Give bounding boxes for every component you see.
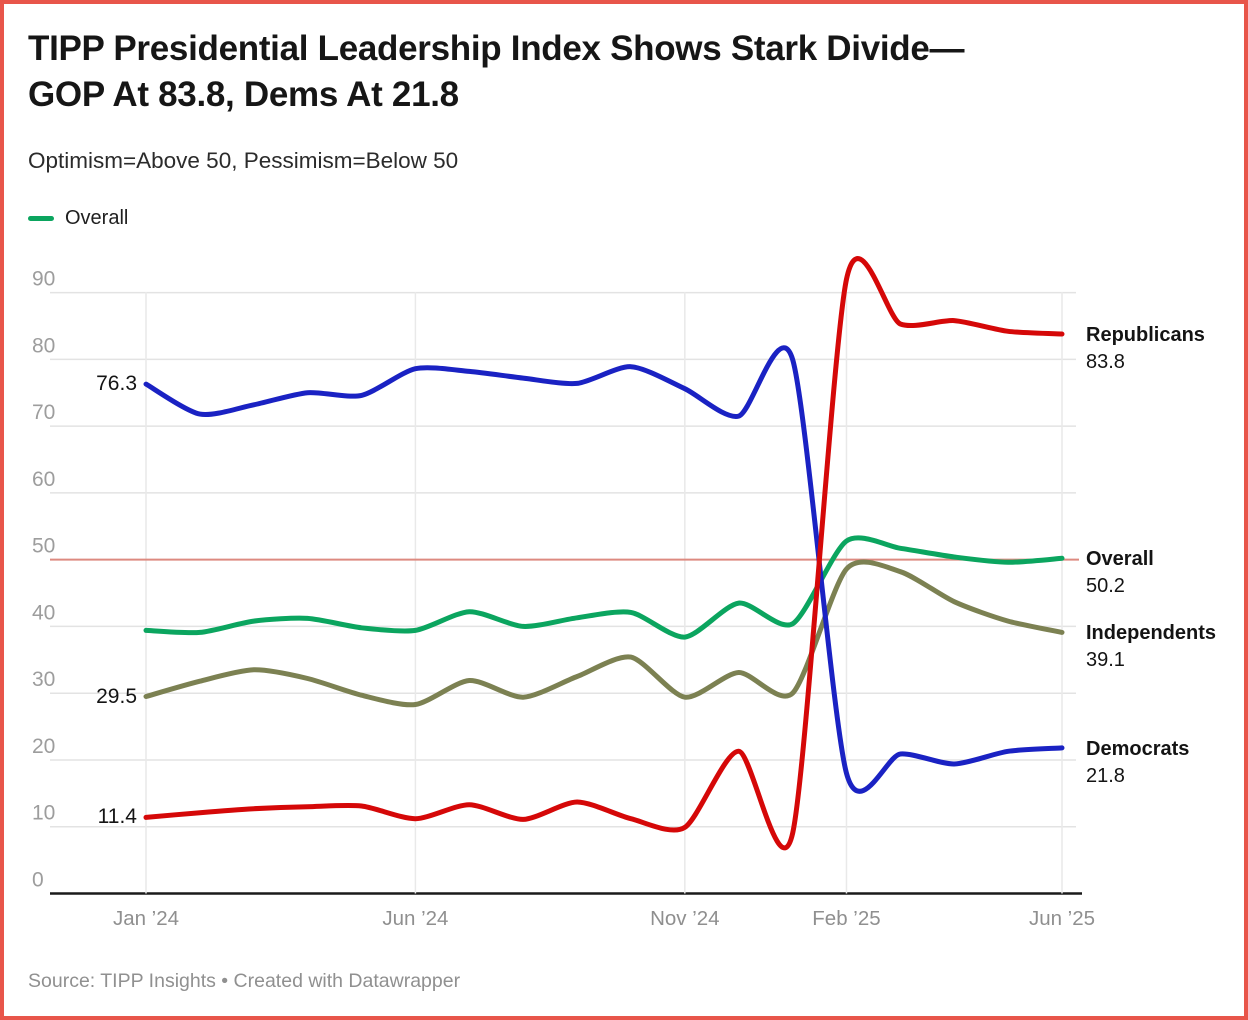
chart-legend: Overall (28, 207, 128, 230)
series-line-independents (143, 559, 1065, 708)
title-line-1: TIPP Presidential Leadership Index Shows… (28, 29, 965, 68)
end-label-democrats: Democrats 21.8 (1086, 736, 1244, 790)
start-value-independents: 29.5 (96, 684, 137, 708)
x-tick-label: Jun ’25 (1029, 907, 1095, 930)
end-label-name: Republicans (1086, 323, 1205, 346)
source-credit: Source: TIPP Insights • Created with Dat… (28, 970, 461, 992)
x-tick-label: Jan ’24 (113, 907, 179, 930)
start-value-democrats: 76.3 (96, 372, 137, 396)
end-label-republicans: Republicans 83.8 (1086, 322, 1244, 376)
end-label-value: 83.8 (1086, 350, 1125, 373)
end-label-overall: Overall 50.2 (1086, 546, 1244, 600)
end-label-value: 21.8 (1086, 764, 1125, 787)
series-line-overall (143, 535, 1065, 640)
legend-line-swatch (28, 216, 54, 221)
line-chart-plot: 0 10 20 30 40 50 60 70 80 90 Jan ’24 Jun ’24 Nov ’24… (32, 256, 1095, 930)
end-label-value: 39.1 (1086, 649, 1125, 672)
y-tick-label: 10 (32, 802, 55, 825)
y-tick-label: 30 (32, 668, 55, 691)
x-tick-label: Jun ’24 (382, 907, 448, 930)
end-label-independents: Independents 39.1 (1086, 620, 1244, 674)
y-tick-label: 90 (32, 268, 55, 291)
x-tick-label: Nov ’24 (650, 907, 720, 930)
x-tick-label: Feb ’25 (812, 907, 880, 930)
y-tick-label: 70 (32, 401, 55, 424)
end-label-name: Independents (1086, 622, 1217, 645)
end-label-name: Overall (1086, 548, 1154, 571)
y-tick-label: 80 (32, 334, 55, 357)
legend-label: Overall (65, 207, 129, 229)
y-tick-label: 20 (32, 735, 55, 758)
chart-subtitle: Optimism=Above 50, Pessimism=Below 50 (28, 148, 459, 173)
series-line-republicans (143, 256, 1065, 851)
title-line-2: GOP At 83.8, Dems At 21.8 (28, 75, 459, 114)
y-tick-label: 60 (32, 468, 55, 491)
end-label-name: Democrats (1086, 737, 1190, 760)
series-line-democrats (143, 345, 1065, 794)
start-value-republicans: 11.4 (97, 805, 137, 829)
end-label-value: 50.2 (1086, 575, 1125, 598)
y-tick-label: 0 (32, 869, 44, 892)
page-title: TIPP Presidential Leadership Index Shows… (28, 26, 1198, 118)
y-tick-label: 50 (32, 535, 55, 558)
y-tick-label: 40 (32, 601, 55, 624)
